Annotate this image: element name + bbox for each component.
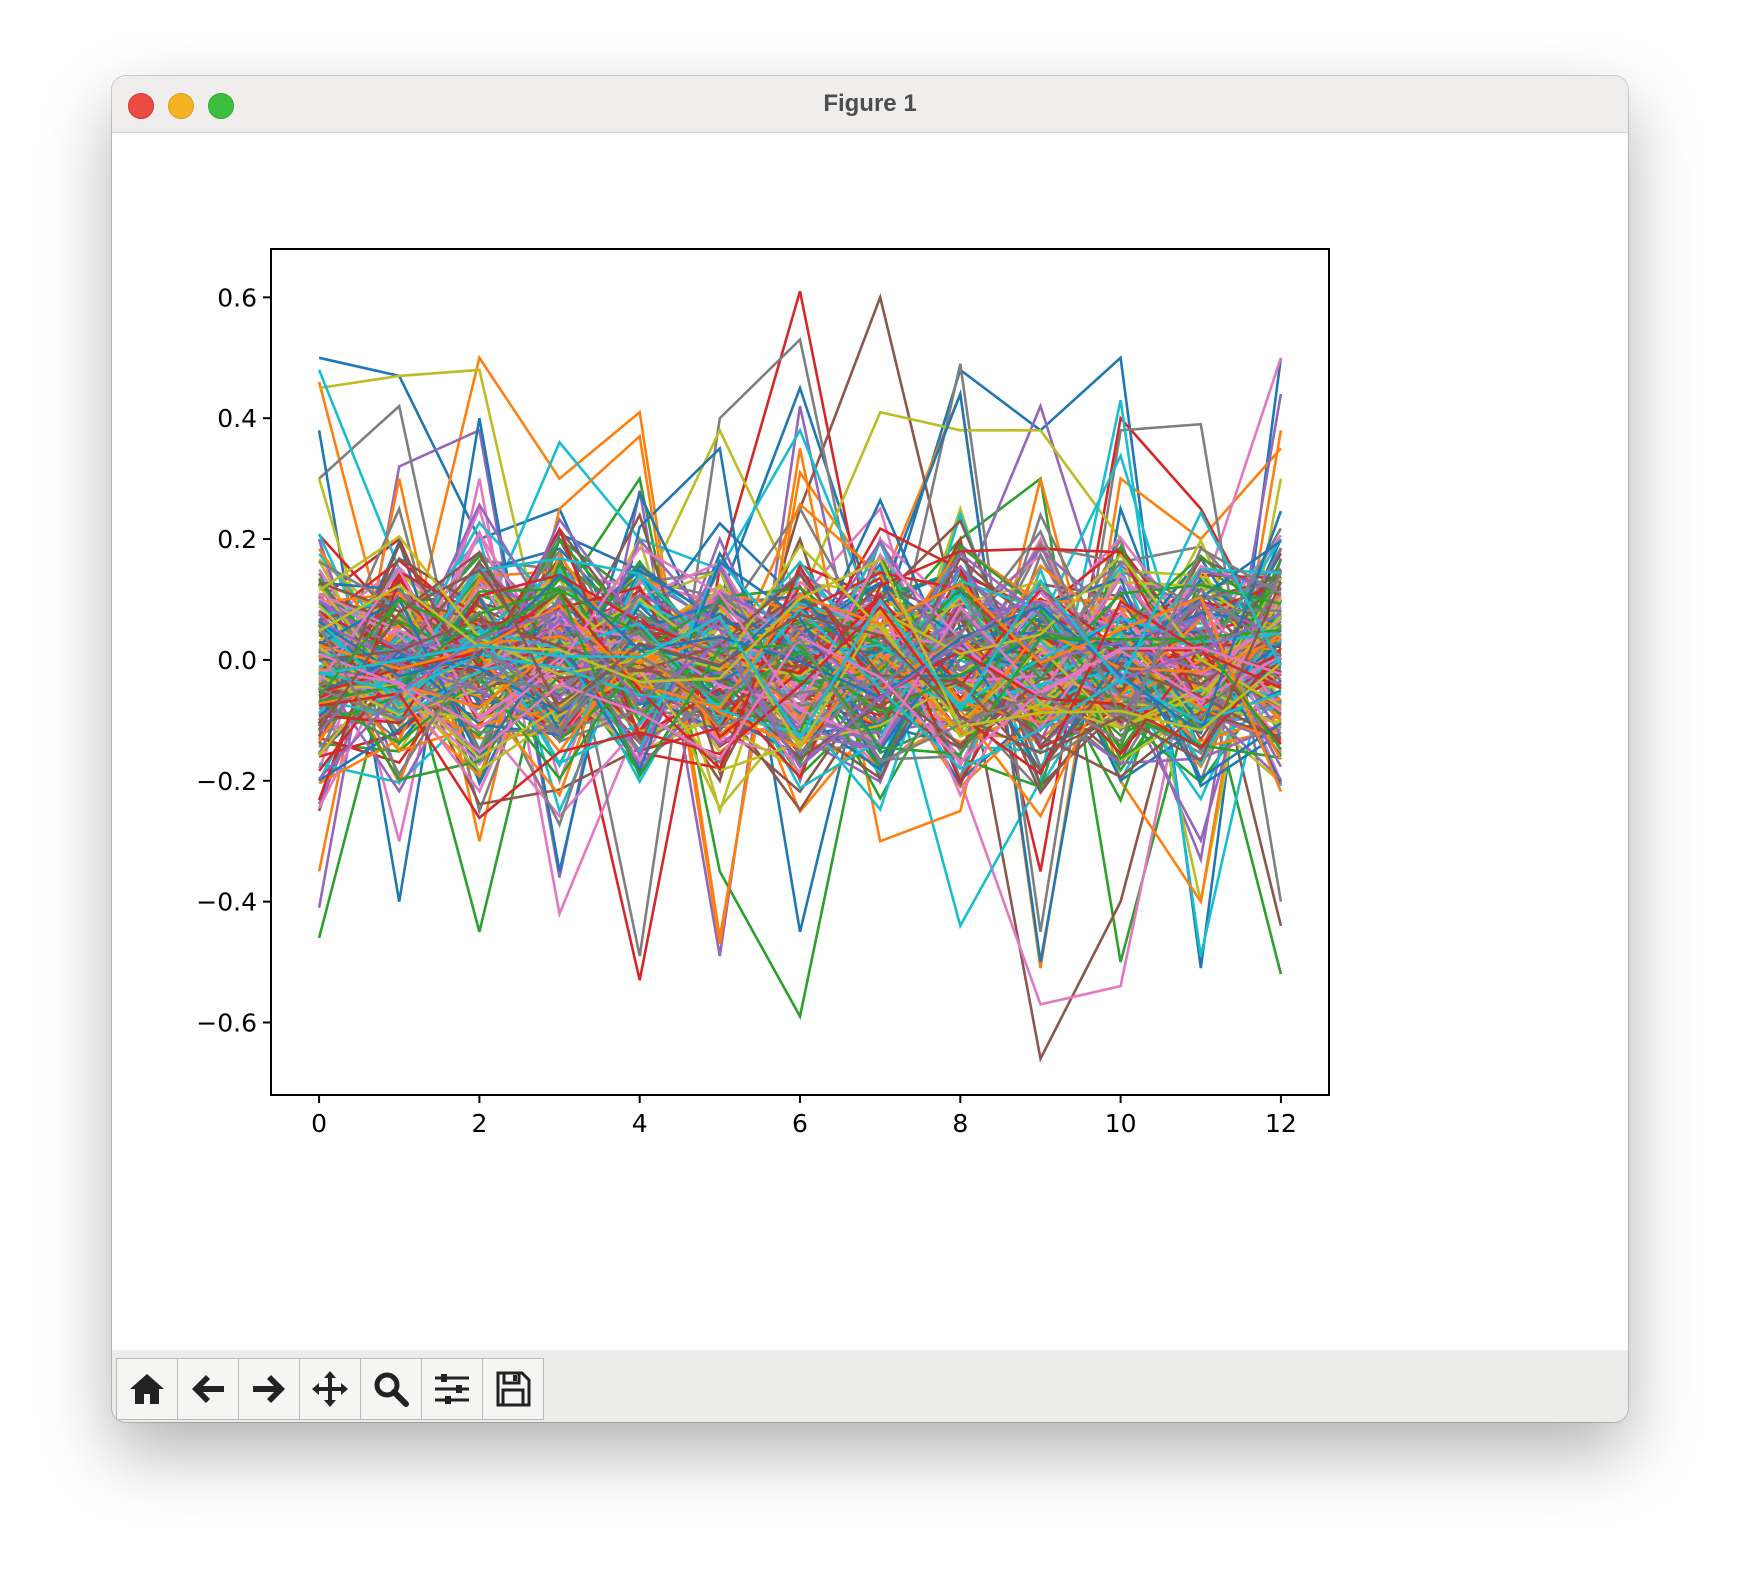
series-line-193 [318,599,1282,820]
title-bar: Figure 1 [112,76,1628,133]
x-tick-label: 0 [311,1109,327,1138]
minimize-window-button[interactable] [168,93,194,119]
floppy-disk-icon [496,1371,531,1407]
series-line-183 [318,563,1282,772]
x-tick-label: 6 [792,1109,808,1138]
y-tick-label: 0.0 [217,646,257,675]
figure-canvas: 0 2 4 6 8 10 12 0.6 0.4 0.2 0.0 −0.2 −0.4 −0.6 [112,133,1628,1350]
zoom-button[interactable] [360,1358,422,1420]
x-tick-label: 4 [632,1109,648,1138]
x-tick-label: 2 [471,1109,487,1138]
window-title: Figure 1 [823,90,917,117]
series-line-1 [317,354,1282,969]
series-line-195 [318,550,1283,762]
series-line-191 [318,582,1283,792]
back-button[interactable] [177,1358,239,1420]
home-button[interactable] [116,1358,178,1420]
save-button[interactable] [482,1358,544,1420]
magnifier-icon [374,1372,409,1407]
x-axis: 0 2 4 6 8 10 12 [311,1095,1297,1138]
close-window-button[interactable] [128,93,154,119]
series-line-194 [318,586,1282,780]
x-tick-label: 8 [952,1109,968,1138]
series-line-199 [318,509,1283,741]
series-line-153 [317,526,1282,801]
y-tick-label: 0.6 [217,283,257,312]
line-chart: 0 2 4 6 8 10 12 0.6 0.4 0.2 0.0 −0.2 −0.4 −0.6 [196,248,1330,1138]
series-line-167 [318,560,1281,756]
y-tick-label: −0.6 [196,1008,257,1037]
series-line-186 [318,546,1282,744]
forward-button[interactable] [238,1358,300,1420]
series-line-179 [318,617,1282,737]
figure-window: Figure 1 0 2 4 6 8 10 12 0.6 0.4 0.2 0.0 −0.2 −0.4 −… [112,76,1628,1422]
y-tick-label: 0.4 [217,404,257,433]
series-line-198 [318,557,1282,732]
series-line-162 [318,587,1282,760]
series-line-184 [318,564,1283,768]
series-line-165 [317,541,1282,750]
series-line-111 [318,568,1282,798]
y-tick-label: −0.2 [196,767,257,796]
series-line-178 [319,543,1282,760]
series-line-190 [318,510,1283,735]
y-tick-label: −0.4 [196,888,257,917]
y-tick-label: 0.2 [217,525,257,554]
x-tick-label: 12 [1265,1109,1297,1138]
series-line-10 [317,388,1283,963]
y-axis: 0.6 0.4 0.2 0.0 −0.2 −0.4 −0.6 [196,283,271,1037]
series-line-196 [318,635,1282,764]
zoom-window-button[interactable] [208,93,234,119]
arrow-right-icon [253,1375,285,1403]
series-line-2 [317,475,1283,1021]
configure-subplots-button[interactable] [421,1358,483,1420]
navigation-toolbar [112,1350,1628,1422]
series-line-185 [318,572,1282,773]
move-icon [312,1371,348,1407]
series-lines [317,290,1283,1063]
pan-button[interactable] [299,1358,361,1420]
series-line-175 [318,568,1282,779]
series-line-169 [318,557,1281,755]
arrow-left-icon [192,1375,224,1403]
x-tick-label: 10 [1105,1109,1137,1138]
home-icon [130,1374,164,1404]
sliders-icon [435,1374,469,1404]
